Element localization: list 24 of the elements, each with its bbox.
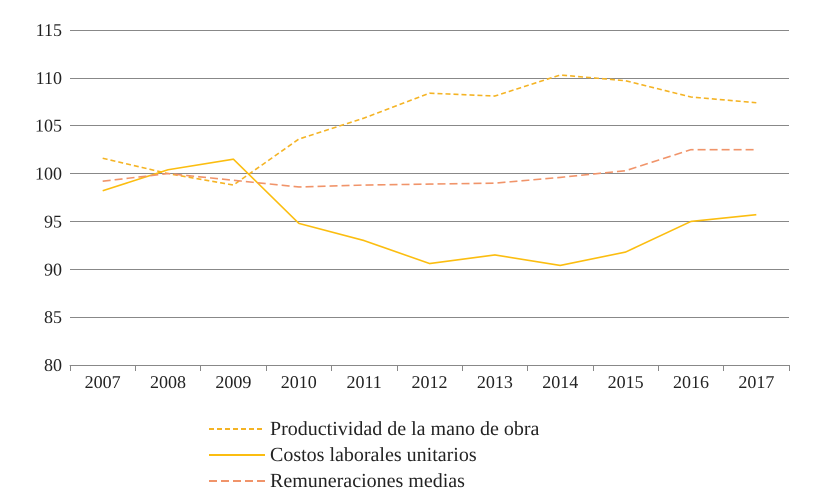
line-series: [102, 158, 758, 266]
x-tick-label: 2009: [215, 372, 252, 392]
x-tick-label: 2011: [346, 372, 382, 392]
y-tick-label: 85: [44, 307, 62, 328]
legend-label: Remuneraciones medias: [270, 470, 466, 492]
y-tick-label: 115: [36, 20, 62, 40]
x-tick-label: 2013: [476, 372, 513, 392]
x-tick-label: 2016: [672, 372, 709, 392]
x-tick-label: 2015: [608, 372, 644, 392]
line-series: [102, 74, 758, 186]
y-tick-label: 110: [36, 68, 62, 88]
x-tick-label: 2017: [738, 372, 774, 392]
y-tick-label: 90: [44, 259, 62, 280]
legend-label: Costos laborales unitarios: [270, 444, 477, 466]
x-tick-label: 2014: [542, 372, 578, 392]
x-tick-label: 2008: [150, 372, 186, 392]
x-tick-label: 2010: [280, 372, 317, 392]
y-tick-label: 105: [35, 116, 62, 136]
y-tick-label: 100: [35, 164, 62, 184]
y-tick-label: 95: [44, 211, 62, 232]
y-tick-label: 80: [44, 355, 62, 375]
x-tick-label: 2007: [84, 372, 121, 392]
legend-label: Productividad de la mano de obra: [270, 418, 540, 440]
x-tick-label: 2012: [412, 372, 448, 392]
